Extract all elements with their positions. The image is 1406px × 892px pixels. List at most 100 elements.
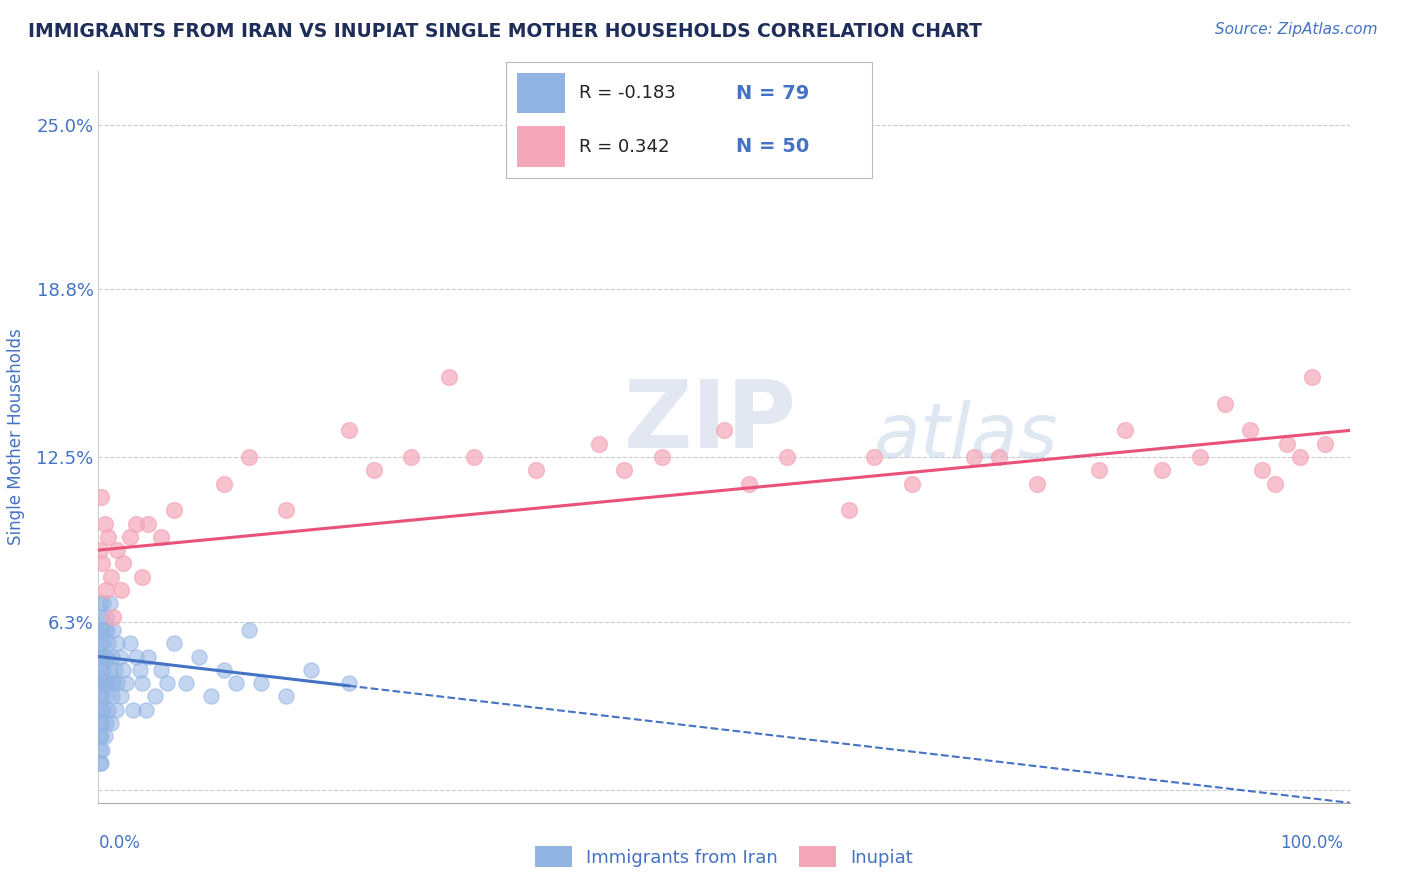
Point — [97, 636, 120, 650]
Text: Source: ZipAtlas.com: Source: ZipAtlas.com — [1215, 22, 1378, 37]
Point — [91, 649, 114, 664]
Point — [90, 729, 112, 743]
Point — [713, 424, 735, 438]
Point — [105, 636, 128, 650]
Point — [128, 663, 150, 677]
Point — [118, 636, 141, 650]
Point — [363, 463, 385, 477]
Point — [212, 476, 235, 491]
Point — [100, 570, 122, 584]
Text: 0.0%: 0.0% — [98, 834, 141, 852]
Point — [91, 716, 114, 731]
Point — [90, 609, 112, 624]
Point — [93, 636, 115, 650]
Point — [96, 676, 118, 690]
Point — [738, 476, 761, 491]
Point — [838, 503, 860, 517]
Point — [94, 716, 117, 731]
Point — [93, 729, 115, 743]
Point — [93, 623, 115, 637]
Point — [105, 676, 128, 690]
Point — [110, 690, 132, 704]
Point — [89, 676, 111, 690]
Point — [93, 676, 115, 690]
Bar — [517, 73, 565, 113]
Text: IMMIGRANTS FROM IRAN VS INUPIAT SINGLE MOTHER HOUSEHOLDS CORRELATION CHART: IMMIGRANTS FROM IRAN VS INUPIAT SINGLE M… — [28, 22, 983, 41]
Point — [90, 756, 112, 770]
Point — [98, 663, 121, 677]
Point — [96, 623, 118, 637]
Point — [101, 690, 124, 704]
Point — [90, 490, 112, 504]
Point — [776, 450, 799, 464]
Text: N = 79: N = 79 — [737, 84, 810, 103]
Point — [299, 663, 322, 677]
Legend: Immigrants from Iran, Inupiat: Immigrants from Iran, Inupiat — [529, 839, 920, 874]
Point — [212, 663, 235, 677]
Point — [337, 676, 360, 690]
Point — [1301, 370, 1323, 384]
Point — [401, 450, 423, 464]
Point — [524, 463, 547, 477]
Point — [1026, 476, 1049, 491]
Point — [94, 582, 117, 597]
Point — [963, 450, 986, 464]
Point — [125, 516, 148, 531]
Point — [93, 596, 115, 610]
Point — [150, 663, 173, 677]
Point — [1251, 463, 1274, 477]
Point — [650, 450, 672, 464]
Point — [250, 676, 273, 690]
Text: ZIP: ZIP — [624, 376, 797, 468]
Point — [131, 676, 153, 690]
Point — [115, 676, 138, 690]
Point — [89, 729, 111, 743]
Point — [112, 663, 135, 677]
Point — [138, 516, 160, 531]
Point — [96, 649, 118, 664]
Point — [118, 530, 141, 544]
Text: atlas: atlas — [875, 401, 1059, 474]
Point — [103, 623, 125, 637]
Point — [131, 570, 153, 584]
Point — [101, 649, 124, 664]
Point — [90, 663, 112, 677]
Point — [156, 676, 179, 690]
Point — [162, 503, 184, 517]
Point — [97, 530, 120, 544]
Point — [274, 503, 298, 517]
Point — [94, 690, 117, 704]
Point — [1150, 463, 1173, 477]
Point — [89, 623, 111, 637]
Point — [90, 649, 112, 664]
Point — [200, 690, 222, 704]
Point — [1277, 436, 1299, 450]
Point — [863, 450, 886, 464]
Point — [138, 649, 160, 664]
Point — [143, 690, 166, 704]
Point — [1188, 450, 1211, 464]
Point — [89, 543, 111, 558]
Point — [90, 703, 112, 717]
Point — [94, 609, 117, 624]
Point — [162, 636, 184, 650]
Point — [337, 424, 360, 438]
Point — [89, 742, 111, 756]
Point — [91, 676, 114, 690]
Point — [238, 623, 260, 637]
Point — [588, 436, 610, 450]
Point — [89, 690, 111, 704]
Point — [988, 450, 1011, 464]
Point — [97, 703, 120, 717]
Point — [91, 690, 114, 704]
Point — [100, 716, 122, 731]
Point — [89, 756, 111, 770]
Point — [89, 636, 111, 650]
Point — [613, 463, 636, 477]
Point — [174, 676, 197, 690]
Text: R = -0.183: R = -0.183 — [579, 84, 676, 103]
Point — [135, 703, 157, 717]
Point — [238, 450, 260, 464]
Point — [463, 450, 485, 464]
Point — [122, 703, 145, 717]
